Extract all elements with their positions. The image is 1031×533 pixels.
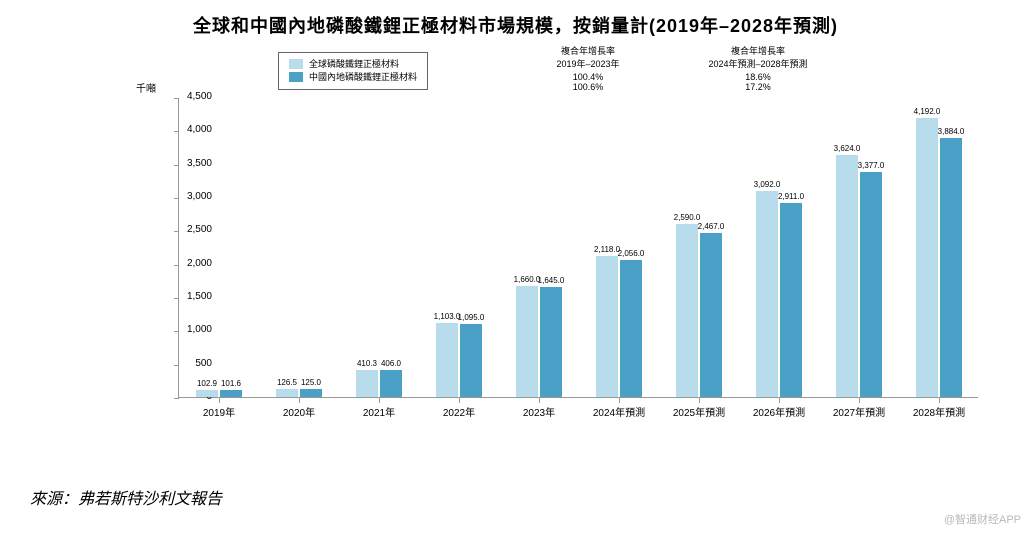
legend-row-china: 中國內地磷酸鐵鋰正極材料: [289, 70, 417, 83]
bar-china: [300, 389, 322, 397]
bar-global: [196, 390, 218, 397]
x-category: 2020年: [283, 404, 315, 419]
bar-china: [460, 324, 482, 397]
x-category: 2022年: [443, 404, 475, 419]
bar-global: [436, 323, 458, 397]
bar-china: [780, 203, 802, 397]
ytick-label: 2,500: [162, 224, 212, 235]
x-category: 2021年: [363, 404, 395, 419]
ytick-label: 4,500: [162, 91, 212, 102]
legend-row-global: 全球磷酸鐵鋰正極材料: [289, 57, 417, 70]
bar-global: [276, 389, 298, 397]
bar-global: [756, 191, 778, 397]
bar-china: [540, 287, 562, 397]
bar-label-china: 2,056.0: [601, 249, 661, 258]
ytick-label: 1,500: [162, 291, 212, 302]
bar-label-china: 1,095.0: [441, 313, 501, 322]
x-category: 2026年預測: [753, 404, 805, 419]
x-category: 2024年預測: [593, 404, 645, 419]
bar-global: [356, 370, 378, 397]
bar-label-china: 1,645.0: [521, 276, 581, 285]
cagr-col1: 複合年增長率 2019年–2023年 100.4% 100.6%: [518, 44, 658, 92]
cagr-col1-v0: 100.4%: [518, 72, 658, 82]
ytick-label: 3,500: [162, 158, 212, 169]
cagr-col2-v1: 17.2%: [678, 82, 838, 92]
legend-swatch-global: [289, 59, 303, 69]
bar-china: [860, 172, 882, 397]
cagr-col2-header: 複合年增長率 2024年預測–2028年預測: [678, 44, 838, 70]
cagr-col1-v1: 100.6%: [518, 82, 658, 92]
bar-china: [380, 370, 402, 397]
watermark: @智通财经APP: [944, 511, 1021, 527]
plot: 05001,0001,5002,0002,5003,0003,5004,0004…: [178, 98, 978, 398]
x-category: 2025年預測: [673, 404, 725, 419]
ytick-label: 3,000: [162, 191, 212, 202]
legend-label-china: 中國內地磷酸鐵鋰正極材料: [309, 70, 417, 83]
ytick-label: 2,000: [162, 258, 212, 269]
bar-label-china: 2,911.0: [761, 192, 821, 201]
bar-china: [620, 260, 642, 397]
cagr-col2-v0: 18.6%: [678, 72, 838, 82]
bar-china: [220, 390, 242, 397]
bar-label-global: 3,092.0: [737, 180, 797, 189]
bar-label-china: 125.0: [281, 378, 341, 387]
ytick-label: 4,000: [162, 124, 212, 135]
legend: 全球磷酸鐵鋰正極材料 中國內地磷酸鐵鋰正極材料: [278, 52, 428, 90]
bar-label-china: 3,377.0: [841, 161, 901, 170]
bar-china: [700, 233, 722, 397]
y-axis-label: 千噸: [136, 80, 156, 95]
x-category: 2023年: [523, 404, 555, 419]
ytick-label: 500: [162, 358, 212, 369]
chart-title: 全球和中國內地磷酸鐵鋰正極材料市場規模，按銷量計(2019年–2028年預測): [18, 12, 1013, 38]
cagr-col1-header: 複合年增長率 2019年–2023年: [518, 44, 658, 70]
bar-label-china: 406.0: [361, 359, 421, 368]
x-category: 2019年: [203, 404, 235, 419]
legend-label-global: 全球磷酸鐵鋰正極材料: [309, 57, 399, 70]
x-category: 2027年預測: [833, 404, 885, 419]
bar-label-global: 4,192.0: [897, 107, 957, 116]
ytick-label: 1,000: [162, 324, 212, 335]
chart-area: 千噸 全球磷酸鐵鋰正極材料 中國內地磷酸鐵鋰正極材料 複合年增長率 2019年–…: [138, 52, 998, 452]
cagr-col2: 複合年增長率 2024年預測–2028年預測 18.6% 17.2%: [678, 44, 838, 92]
bar-global: [516, 286, 538, 397]
x-category: 2028年預測: [913, 404, 965, 419]
source-text: 來源：弗若斯特沙利文報告: [30, 485, 222, 509]
bar-label-china: 3,884.0: [921, 127, 981, 136]
bar-label-china: 2,467.0: [681, 222, 741, 231]
bar-china: [940, 138, 962, 397]
bar-label-global: 3,624.0: [817, 144, 877, 153]
legend-swatch-china: [289, 72, 303, 82]
bar-label-china: 101.6: [201, 379, 261, 388]
bar-global: [676, 224, 698, 397]
bar-global: [836, 155, 858, 397]
bar-global: [596, 256, 618, 397]
bar-global: [916, 118, 938, 397]
